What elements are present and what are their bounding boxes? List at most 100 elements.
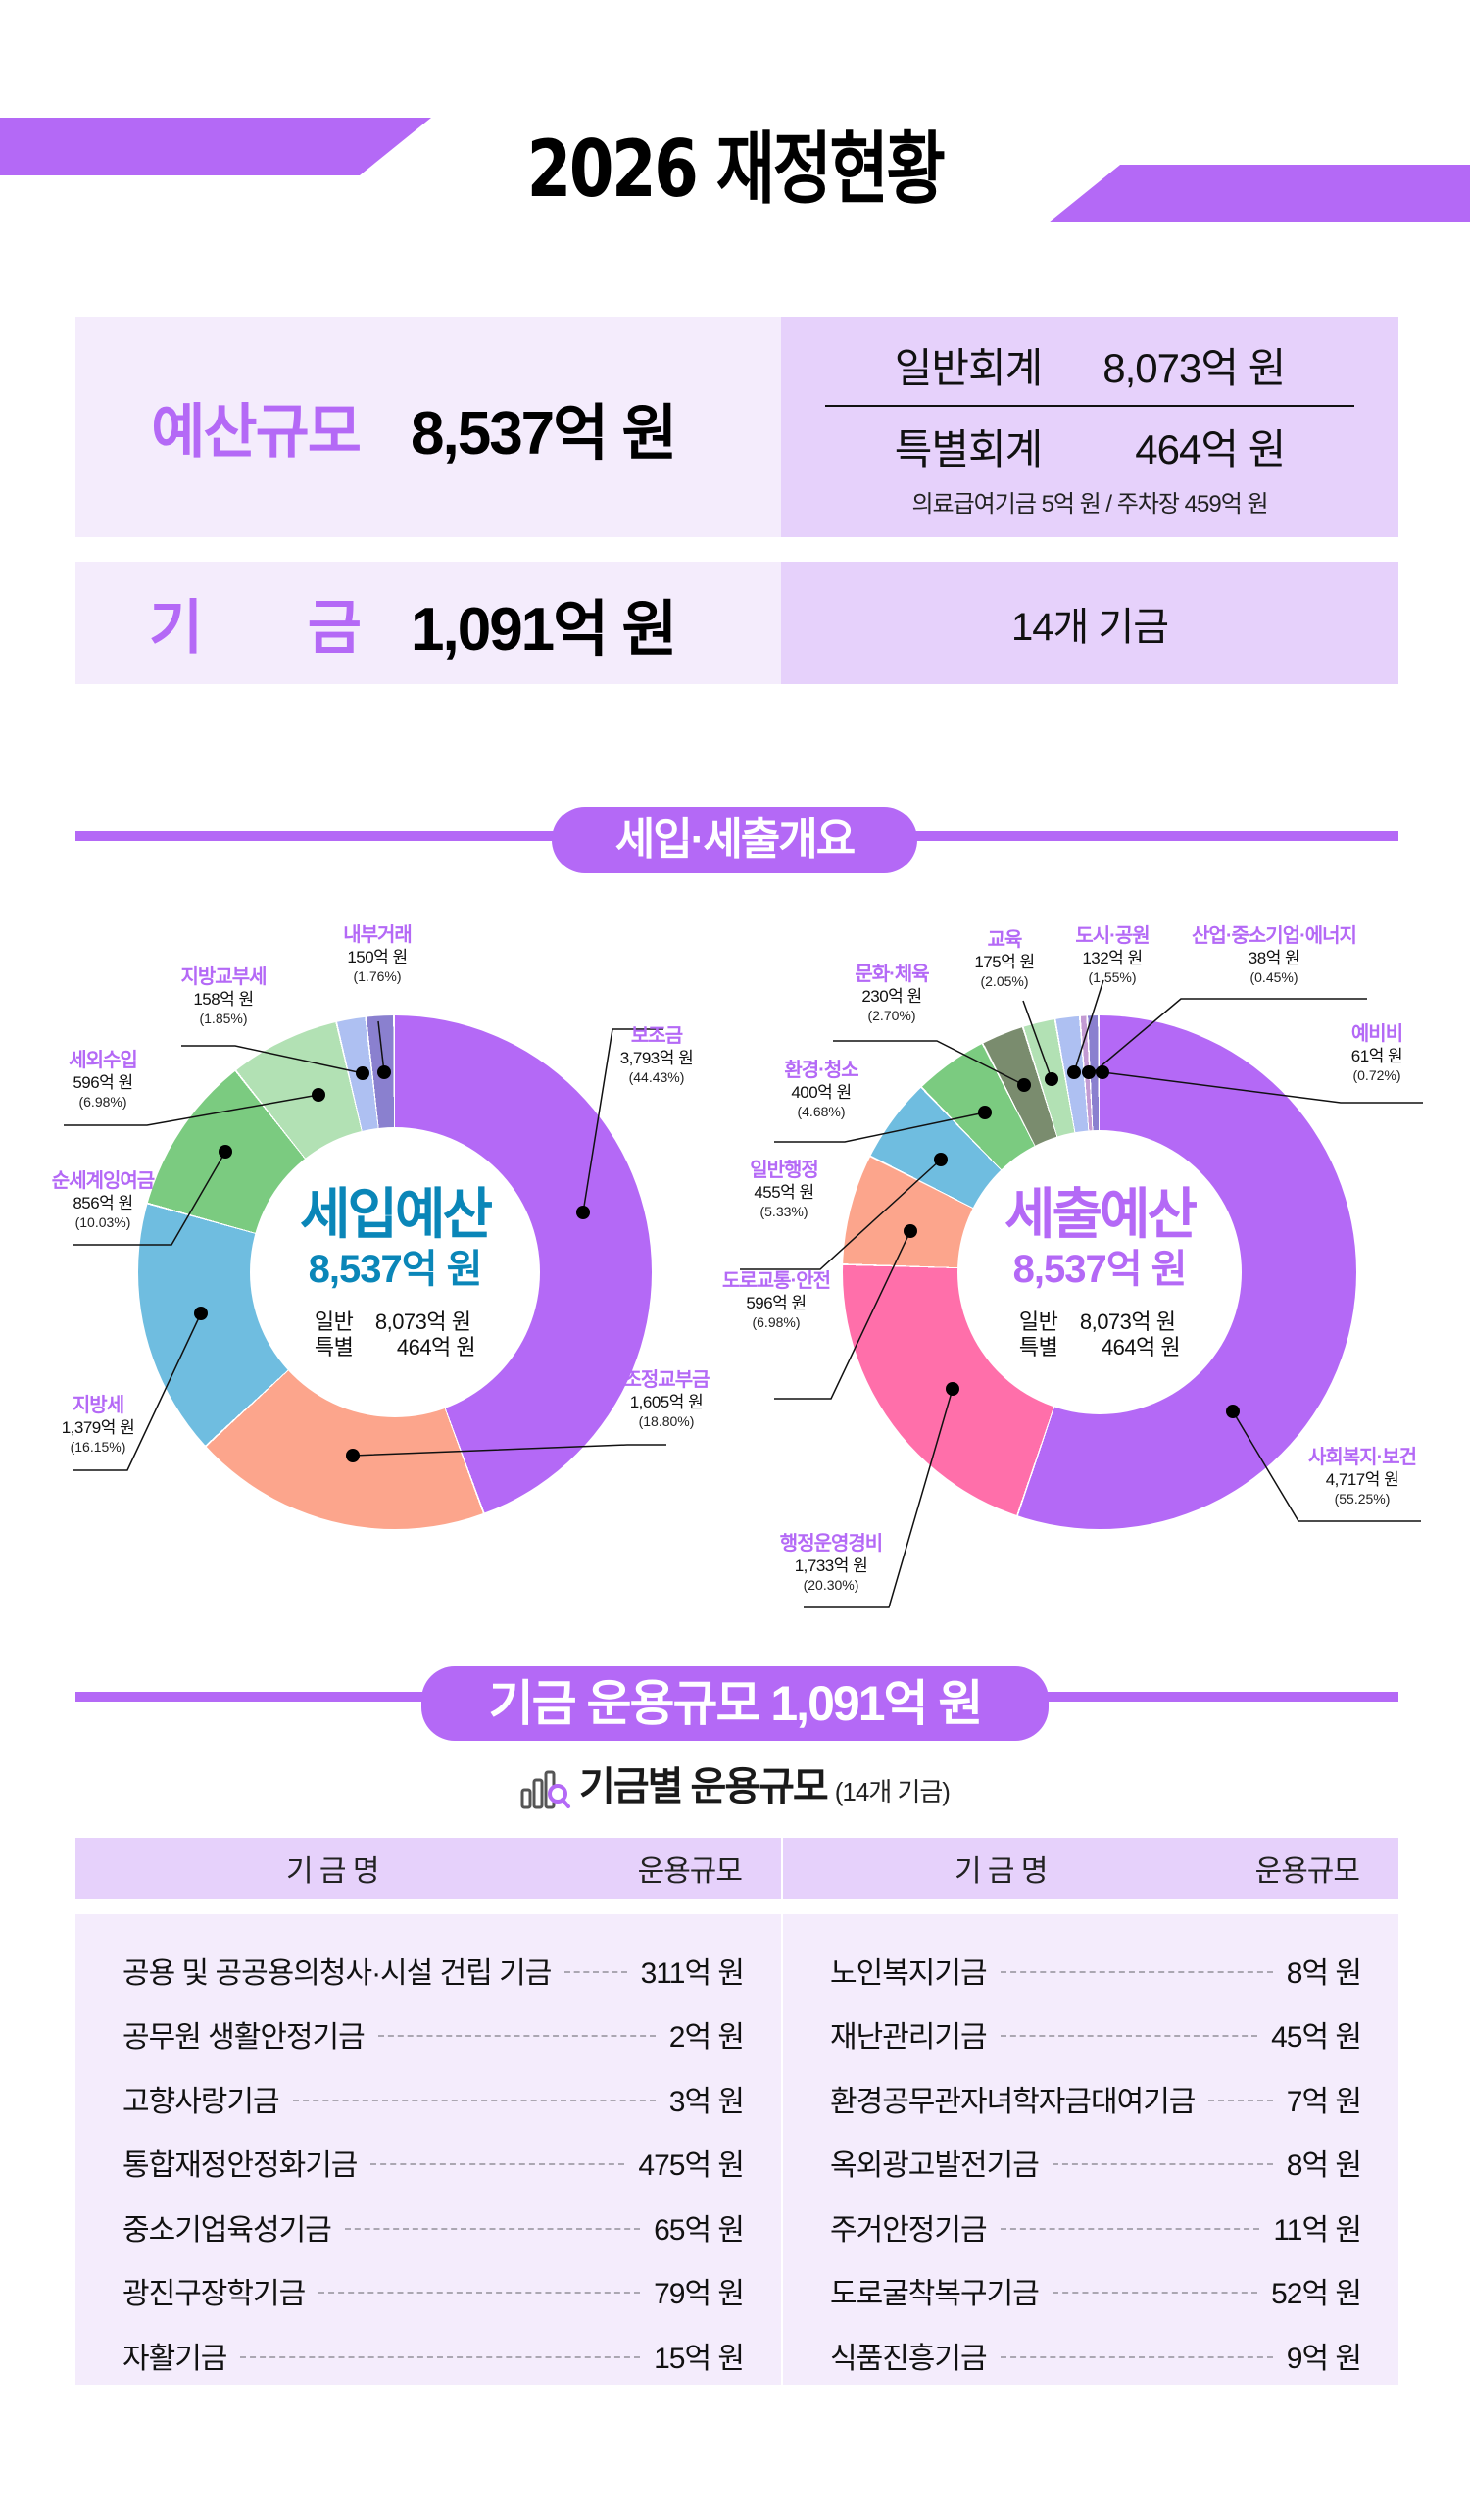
table-row: 옥외광고발전기금 8억 원 <box>783 2131 1398 2196</box>
label-value: 455억 원 <box>754 1183 814 1202</box>
revenue-label-surplus: 순세계잉여금 856억 원 (10.03%) <box>39 1169 167 1231</box>
label-value: 856억 원 <box>73 1194 133 1212</box>
revenue-label-local-tax: 지방세 1,379억 원 (16.15%) <box>39 1394 157 1456</box>
expenditure-sub-breakdown: 일반 8,073억 원 특별 464억 원 <box>1018 1309 1181 1360</box>
label-value: 596억 원 <box>73 1073 133 1092</box>
column-header-name: 기 금 명 <box>286 1855 379 1888</box>
label-value: 150억 원 <box>347 948 408 966</box>
expenditure-label-education: 교육 175억 원 (2.05%) <box>956 928 1054 990</box>
label-value: 230억 원 <box>861 987 922 1006</box>
fund-amount: 79억 원 <box>654 2278 745 2311</box>
label-name: 환경·청소 <box>784 1060 858 1081</box>
dotted-leader <box>1208 2099 1273 2101</box>
fund-amount: 311억 원 <box>640 1956 745 1990</box>
label-value: 132억 원 <box>1082 949 1143 967</box>
table-row: 공무원 생활안정기금 2억 원 <box>75 2002 781 2067</box>
label-percent: (2.05%) <box>980 973 1029 989</box>
revenue-label-local-grant-tax: 지방교부세 158억 원 (1.85%) <box>165 965 282 1027</box>
budget-total-panel: 예산규모 8,537억 원 <box>75 317 781 537</box>
label-name: 지방세 <box>72 1395 124 1416</box>
table-row: 식품진흥기금 9억 원 <box>783 2323 1398 2388</box>
fund-label-char-1: 기 <box>149 595 203 661</box>
expenditure-special-label: 특별 <box>1018 1335 1058 1359</box>
dotted-leader <box>1000 2227 1260 2230</box>
dotted-leader <box>240 2355 641 2358</box>
revenue-sub-breakdown: 일반 8,073억 원 특별 464억 원 <box>314 1309 476 1360</box>
fund-amount: 8억 원 <box>1286 2149 1362 2183</box>
fund-name: 공용 및 공공용의청사·시설 건립 기금 <box>122 1956 552 1990</box>
fund-name: 광진구장학기금 <box>122 2278 306 2311</box>
fund-table-left: 공용 및 공공용의청사·시설 건립 기금 311억 원 공무원 생활안정기금 2억 … <box>75 1914 781 2385</box>
dotted-leader <box>370 2163 625 2166</box>
general-account-label: 일반회계 <box>894 345 1044 391</box>
dotted-leader <box>1000 2355 1273 2358</box>
section-title-overview: 세입·세출개요 <box>552 807 917 873</box>
label-value: 1,733억 원 <box>794 1556 868 1575</box>
table-row: 통합재정안정화기금 475억 원 <box>75 2131 781 2196</box>
label-name: 보조금 <box>630 1025 683 1047</box>
decorative-banner-left <box>0 118 431 175</box>
general-account-value: 8,073억 원 <box>1102 345 1286 391</box>
fund-value: 1,091억 원 <box>411 595 677 664</box>
budget-label: 예산규모 <box>151 399 362 465</box>
fund-total-panel: 기 금 1,091억 원 <box>75 562 781 684</box>
fund-table-header-right: 기 금 명 운용규모 <box>783 1838 1398 1899</box>
fund-name: 자활기금 <box>122 2342 227 2375</box>
fund-table-heading: 기금별 운용규모 <box>579 1765 829 1808</box>
expenditure-special-value: 464억 원 <box>1101 1335 1181 1359</box>
label-percent: (1.76%) <box>353 968 402 984</box>
fund-summary: 기 금 1,091억 원 14개 기금 <box>75 562 1398 684</box>
fund-table-title: 기금별 운용규모 (14개 기금) <box>0 1754 1470 1811</box>
expenditure-label-road-safety: 도로교통·안전 596억 원 (6.98%) <box>708 1269 845 1331</box>
revenue-general-label: 일반 <box>314 1309 354 1334</box>
fund-amount: 52억 원 <box>1271 2278 1362 2311</box>
dotted-leader <box>318 2292 641 2295</box>
dotted-leader <box>1052 2163 1273 2166</box>
expenditure-title: 세출예산 <box>1004 1183 1198 1245</box>
table-row: 공용 및 공공용의청사·시설 건립 기금 311억 원 <box>75 1938 781 2002</box>
table-row: 자활기금 15억 원 <box>75 2323 781 2388</box>
fund-amount: 65억 원 <box>654 2213 745 2247</box>
fund-table-header-left: 기 금 명 운용규모 <box>75 1838 781 1899</box>
special-account-value: 464억 원 <box>1135 426 1286 472</box>
label-percent: (44.43%) <box>628 1069 685 1085</box>
dotted-leader <box>344 2227 641 2230</box>
label-percent: (6.98%) <box>78 1094 127 1110</box>
bar-chart-search-icon <box>520 1770 571 1809</box>
table-row: 고향사랑기금 3억 원 <box>75 2066 781 2131</box>
fund-name: 통합재정안정화기금 <box>122 2149 358 2183</box>
expenditure-general-value: 8,073억 원 <box>1079 1309 1176 1334</box>
fund-name: 식품진흥기금 <box>830 2342 988 2375</box>
fund-table-right: 노인복지기금 8억 원 재난관리기금 45억 원 환경공무관자녀학자금대여기금 7억 … <box>783 1914 1398 2385</box>
expenditure-label-industry-energy: 산업·중소기업·에너지 38억 원 (0.45%) <box>1171 924 1377 986</box>
revenue-special-label: 특별 <box>314 1335 354 1359</box>
expenditure-donut-center: 세출예산 8,537억 원 일반 8,073억 원 특별 464억 원 <box>957 1130 1242 1414</box>
fund-name: 환경공무관자녀학자금대여기금 <box>830 2085 1196 2118</box>
expenditure-label-welfare: 사회복지·보건 4,717억 원 (55.25%) <box>1294 1446 1431 1507</box>
fund-amount: 3억 원 <box>668 2085 745 2118</box>
column-header-amount: 운용규모 <box>637 1855 743 1888</box>
label-percent: (18.80%) <box>638 1413 695 1429</box>
special-account-label: 특별회계 <box>894 426 1044 472</box>
revenue-general-value: 8,073억 원 <box>374 1309 471 1334</box>
table-row: 중소기업육성기금 65억 원 <box>75 2195 781 2259</box>
table-row: 노인복지기금 8억 원 <box>783 1938 1398 2002</box>
revenue-total: 8,537억 원 <box>308 1248 483 1291</box>
special-account-row: 특별회계 464억 원 <box>894 417 1287 476</box>
dotted-leader <box>1000 2035 1258 2038</box>
label-percent: (0.45%) <box>1250 969 1298 985</box>
fund-name: 도로굴착복구기금 <box>830 2278 1040 2311</box>
fund-amount: 9억 원 <box>1286 2342 1362 2375</box>
revenue-special-value: 464억 원 <box>396 1335 476 1359</box>
column-header-name: 기 금 명 <box>955 1855 1048 1888</box>
label-name: 지방교부세 <box>180 966 268 988</box>
label-percent: (1.55%) <box>1088 969 1137 985</box>
revenue-title: 세입예산 <box>299 1183 493 1245</box>
table-column-divider <box>781 1838 783 2385</box>
column-header-amount: 운용규모 <box>1254 1855 1360 1888</box>
label-percent: (4.68%) <box>797 1104 846 1119</box>
label-name: 도로교통·안전 <box>721 1270 831 1292</box>
fund-amount: 2억 원 <box>668 2021 745 2054</box>
label-percent: (2.70%) <box>867 1008 916 1023</box>
fund-amount: 15억 원 <box>654 2342 745 2375</box>
